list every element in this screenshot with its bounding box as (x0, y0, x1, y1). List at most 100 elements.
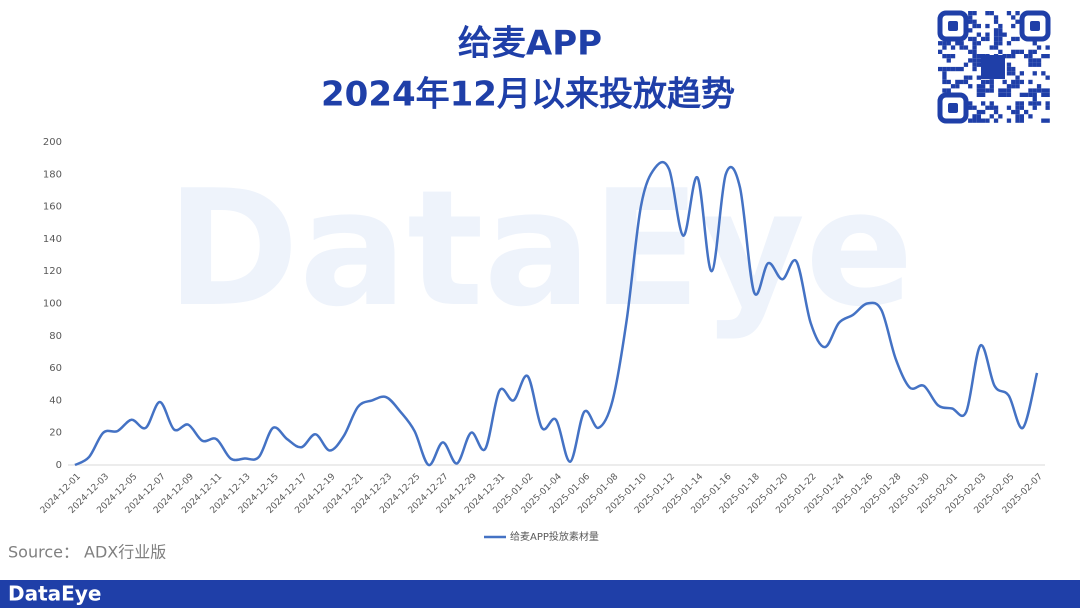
qr-cell (972, 19, 977, 24)
y-tick-label: 200 (43, 137, 62, 148)
qr-cell (1036, 101, 1042, 106)
qr-cell (968, 15, 973, 20)
qr-cell (998, 23, 1003, 29)
qr-cell (981, 101, 986, 106)
qr-cell (981, 109, 986, 115)
qr-cell (981, 79, 986, 85)
legend-label: 给麦APP投放素材量 (510, 530, 599, 543)
qr-cell (1015, 109, 1020, 115)
qr-cell (963, 75, 969, 80)
qr-cell (1011, 66, 1016, 72)
y-tick-label: 120 (43, 266, 62, 277)
qr-cell (1002, 88, 1007, 93)
qr-cell (976, 88, 981, 93)
qr-cell (972, 105, 977, 110)
qr-cell (1002, 79, 1007, 85)
qr-cell (1041, 92, 1046, 97)
footer-bar (0, 580, 1080, 608)
qr-cell (998, 114, 1003, 119)
qr-cell (1032, 97, 1037, 102)
qr-cell (993, 118, 999, 123)
qr-cell (1032, 62, 1037, 67)
qr-cell (1024, 92, 1029, 97)
qr-cell (1006, 105, 1012, 110)
qr-cell (993, 28, 999, 33)
qr-finder (1019, 10, 1051, 42)
qr-finder (1030, 21, 1040, 31)
qr-cell (946, 41, 951, 46)
qr-cell (1032, 71, 1037, 76)
qr-cell (955, 84, 960, 89)
qr-code (935, 8, 1053, 126)
qr-cell (993, 41, 999, 46)
qr-cell (1015, 105, 1020, 110)
qr-cell (985, 88, 990, 93)
qr-cell (1041, 88, 1046, 93)
qr-cell (1036, 62, 1042, 67)
qr-cell (1019, 92, 1024, 97)
qr-cell (1024, 109, 1029, 115)
qr-cell (1036, 84, 1042, 89)
qr-cell (998, 36, 1003, 42)
qr-cell (968, 49, 973, 54)
qr-cell (972, 11, 977, 16)
qr-cell (942, 79, 947, 85)
qr-cell (1015, 101, 1020, 106)
qr-cell (1045, 75, 1050, 80)
qr-cell (1045, 92, 1050, 97)
qr-cell (1006, 88, 1012, 93)
qr-cell (942, 75, 947, 80)
qr-cell (1045, 45, 1050, 50)
qr-cell (1011, 54, 1016, 59)
qr-cell (972, 58, 977, 63)
qr-finder (948, 103, 958, 113)
qr-cell (1019, 118, 1024, 123)
qr-cell (1015, 11, 1020, 16)
qr-cell (1002, 92, 1007, 97)
qr-cell (1015, 19, 1020, 24)
y-tick-label: 60 (49, 363, 62, 374)
qr-cell (1015, 36, 1020, 42)
qr-cell (1011, 79, 1016, 85)
qr-cell (942, 45, 947, 50)
qr-cell (998, 32, 1003, 37)
qr-cell (989, 11, 994, 16)
qr-cell (968, 58, 973, 63)
qr-cell (1006, 84, 1012, 89)
qr-cell (998, 88, 1003, 93)
qr-cell (972, 62, 977, 67)
qr-cell (955, 41, 960, 46)
qr-cell (1041, 71, 1046, 76)
qr-cell (946, 54, 951, 59)
qr-cell (968, 28, 973, 33)
y-tick-label: 80 (49, 331, 62, 342)
qr-cell (976, 32, 981, 37)
qr-cell (946, 66, 951, 72)
qr-cell (985, 11, 990, 16)
qr-cell (1045, 88, 1050, 93)
qr-center (981, 55, 1005, 79)
qr-cell (972, 49, 977, 54)
qr-cell (942, 54, 947, 59)
qr-cell (989, 84, 994, 89)
qr-cell (998, 92, 1003, 97)
qr-cell (1019, 105, 1024, 110)
qr-cell (1036, 45, 1042, 50)
qr-cell (976, 92, 981, 97)
qr-cell (1019, 114, 1024, 119)
qr-cell (946, 79, 951, 85)
qr-cell (963, 79, 969, 85)
qr-cell (942, 66, 947, 72)
qr-cell (1015, 79, 1020, 85)
qr-cell (968, 101, 973, 106)
qr-cell (942, 71, 947, 76)
qr-cell (985, 36, 990, 42)
qr-cell (989, 79, 994, 85)
qr-cell (981, 88, 986, 93)
qr-cell (1011, 36, 1016, 42)
y-tick-label: 180 (43, 169, 62, 180)
qr-cell (981, 92, 986, 97)
qr-cell (976, 23, 981, 29)
qr-cell (959, 66, 964, 72)
